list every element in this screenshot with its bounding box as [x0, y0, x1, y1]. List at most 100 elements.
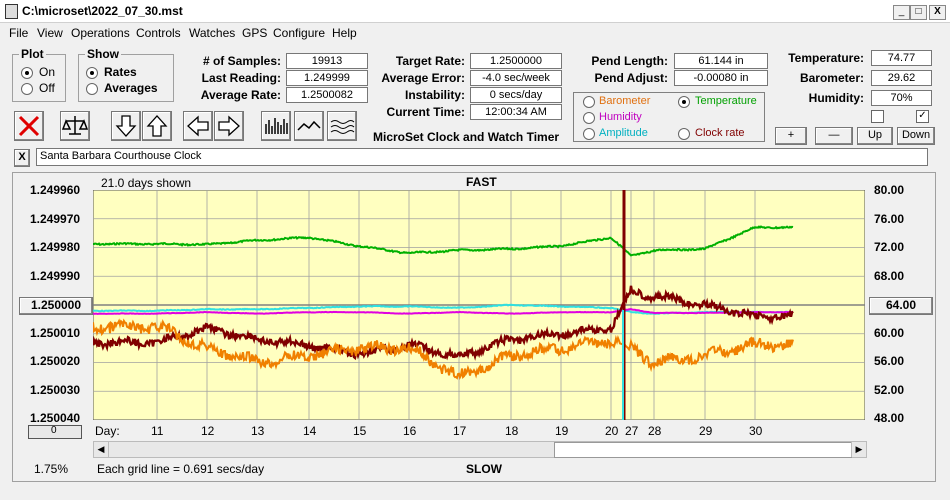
menu-view[interactable]: View: [37, 26, 63, 40]
right-tick-label: 68.00: [874, 268, 905, 283]
scale-up-button[interactable]: Up: [857, 127, 893, 145]
wave-lines-icon: [330, 120, 355, 134]
series-clock-rate-line: [93, 285, 794, 361]
humidity-field: 70%: [871, 90, 932, 106]
rate-chart: [93, 190, 865, 420]
menu-watches[interactable]: Watches: [189, 26, 236, 40]
clear-clock-button[interactable]: X: [14, 149, 30, 167]
plot-off-radio[interactable]: [21, 83, 33, 95]
smooth-button[interactable]: [327, 111, 357, 141]
x-tick-label: 30: [749, 424, 763, 438]
channel-select-box: [573, 92, 765, 142]
menu-operations[interactable]: Operations: [71, 26, 130, 40]
balance-button[interactable]: [60, 111, 90, 141]
arrow-up-icon: [146, 115, 168, 137]
checkbox-left[interactable]: [871, 110, 884, 123]
maximize-button[interactable]: □: [910, 5, 927, 20]
scroll-thumb[interactable]: [554, 442, 852, 458]
show-rates-label: Rates: [104, 65, 137, 79]
last-reading-label: Last Reading:: [201, 71, 281, 85]
instability-field: 0 secs/day: [470, 87, 562, 103]
show-averages-radio[interactable]: [86, 83, 98, 95]
right-tick-label: 60.00: [874, 325, 905, 340]
plot-group: Plot On Off: [12, 47, 66, 102]
left-center-button[interactable]: 1.250000: [19, 297, 93, 315]
scale-down-button[interactable]: Down: [897, 127, 935, 145]
x-tick-label: 28: [648, 424, 662, 438]
left-tick-label: 1.250030: [30, 382, 81, 397]
waveform-icon: [297, 120, 321, 131]
x-tick-label: 15: [353, 424, 367, 438]
pend-length-field: 61.144 in: [674, 53, 768, 69]
channel-barometer-label: Barometer: [599, 95, 651, 107]
x-tick-label: 14: [303, 424, 317, 438]
menu-gps[interactable]: GPS: [242, 26, 268, 40]
right-tick-label: 72.00: [874, 240, 905, 254]
app-caption: MicroSet Clock and Watch Timer: [373, 130, 560, 144]
series-humidity-line: [93, 307, 793, 315]
left-tick-label: 1.249980: [30, 240, 81, 254]
arrow-down-button[interactable]: [111, 111, 141, 141]
x-tick-label: 11: [151, 424, 164, 438]
checkbox-right[interactable]: ✓: [916, 110, 929, 123]
arrow-up-button[interactable]: [142, 111, 172, 141]
menu-controls[interactable]: Controls: [136, 26, 181, 40]
pend-adjust-field: -0.00080 in: [674, 70, 768, 86]
channel-humidity-radio[interactable]: [583, 112, 595, 124]
minimize-button[interactable]: _: [893, 5, 910, 20]
x-tick-label: 17: [453, 424, 467, 438]
channel-clockrate-radio[interactable]: [678, 128, 690, 140]
stop-button[interactable]: [14, 111, 44, 141]
waveform-button[interactable]: [294, 111, 324, 141]
series-temperature-line: [93, 225, 794, 257]
clock-name-text: Santa Barbara Courthouse Clock: [40, 150, 202, 162]
x-tick-label: 16: [403, 424, 417, 438]
arrow-left-icon: [187, 115, 209, 137]
scale-plus-button[interactable]: +: [775, 127, 807, 145]
arrow-right-button[interactable]: [214, 111, 244, 141]
channel-amplitude-label: Amplitude: [599, 127, 648, 139]
channel-amplitude-radio[interactable]: [583, 128, 595, 140]
channel-barometer-radio[interactable]: [583, 96, 595, 108]
percent-label: 1.75%: [34, 462, 69, 476]
right-center-button[interactable]: 64.00: [869, 297, 933, 315]
x-tick-label: 18: [505, 424, 519, 438]
title-bar: C:\microset\2022_07_30.mst _ □ X: [0, 0, 950, 23]
samples-label: # of Samples:: [202, 54, 281, 68]
right-tick-label: 48.00: [874, 411, 905, 425]
window-title: C:\microset\2022_07_30.mst: [22, 4, 183, 18]
barometer-field: 29.62: [871, 70, 932, 86]
menu-help[interactable]: Help: [332, 26, 357, 40]
series-barometer-line: [93, 318, 794, 380]
right-tick-label: 56.00: [874, 354, 905, 368]
time-scrollbar[interactable]: ◀ ▶: [93, 441, 867, 458]
average-rate-field: 1.2500082: [286, 87, 368, 103]
pend-adjust-label: Pend Adjust:: [594, 71, 668, 85]
slow-label: SLOW: [466, 462, 502, 476]
day-axis-label: Day:: [95, 424, 120, 438]
right-tick-label: 80.00: [874, 183, 905, 197]
channel-temperature-label: Temperature: [695, 95, 757, 107]
histogram-button[interactable]: [261, 111, 291, 141]
instability-label: Instability:: [404, 88, 465, 102]
last-reading-field: 1.249999: [286, 70, 368, 86]
average-rate-label: Average Rate:: [200, 88, 281, 102]
left-tick-label: 1.249970: [30, 211, 81, 226]
plot-group-title: Plot: [19, 47, 46, 61]
arrow-left-button[interactable]: [183, 111, 213, 141]
menu-configure[interactable]: Configure: [273, 26, 326, 40]
scroll-right-icon[interactable]: ▶: [851, 442, 866, 457]
close-button[interactable]: X: [929, 5, 946, 20]
fast-label: FAST: [466, 175, 497, 189]
scale-minus-button[interactable]: —: [815, 127, 853, 145]
arrow-down-icon: [115, 115, 137, 137]
channel-temperature-radio[interactable]: [678, 96, 690, 108]
zoom-slider[interactable]: 0: [28, 425, 82, 439]
menu-file[interactable]: File: [9, 26, 29, 40]
clock-name-field[interactable]: Santa Barbara Courthouse Clock: [36, 148, 928, 166]
show-rates-radio[interactable]: [86, 67, 98, 79]
target-rate-label: Target Rate:: [395, 54, 465, 68]
plot-on-radio[interactable]: [21, 67, 33, 79]
scroll-left-icon[interactable]: ◀: [94, 442, 109, 457]
right-tick-label: 76.00: [874, 211, 905, 226]
